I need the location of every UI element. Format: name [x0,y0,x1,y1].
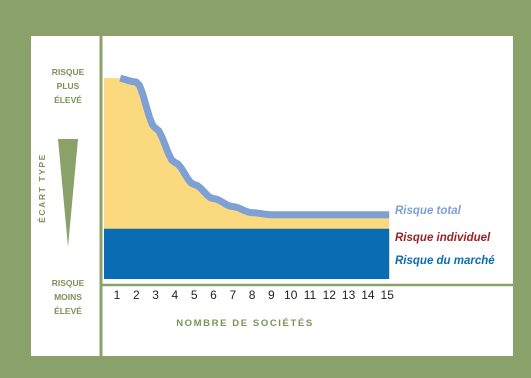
x-tick-11: 11 [304,288,317,302]
y-bottom-line-3: ÉLEVÉ [54,306,82,316]
x-tick-1: 1 [114,288,121,302]
x-tick-10: 10 [284,288,298,302]
x-tick-15: 15 [381,288,395,302]
legend-risque-individuel: Risque individuel [395,232,491,244]
x-tick-8: 8 [249,288,256,302]
x-tick-12: 12 [323,288,337,302]
y-top-line-1: RISQUE [52,67,85,77]
y-bottom-label: RISQUE MOINS ÉLEVÉ [52,278,85,316]
y-top-label: RISQUE PLUS ÉLEVÉ [52,67,85,105]
series-line-risque-total [119,74,390,219]
y-axis-title: ÉCART TYPE [37,153,47,223]
x-tick-labels: 1 2 3 4 5 6 7 8 9 10 11 12 13 14 15 [114,288,395,302]
y-top-line-2: PLUS [57,81,80,91]
y-bottom-line-1: RISQUE [52,278,85,288]
y-top-line-3: ÉLEVÉ [54,95,82,105]
x-tick-7: 7 [229,288,236,302]
series-area-risque-du-marche [104,228,390,279]
legend-risque-du-marche: Risque du marché [395,255,495,267]
y-bottom-line-2: MOINS [54,292,82,302]
x-tick-14: 14 [361,288,375,302]
x-tick-5: 5 [191,288,198,302]
x-axis-title: NOMBRE DE SOCIÉTÉS [176,318,314,329]
plot-panel [31,36,513,356]
x-tick-9: 9 [268,288,275,302]
legend-risque-total: Risque total [395,205,462,217]
x-tick-2: 2 [133,288,140,302]
x-tick-6: 6 [210,288,217,302]
x-tick-3: 3 [152,288,159,302]
decreasing-risk-wedge [58,139,78,247]
x-tick-4: 4 [172,288,179,302]
x-tick-13: 13 [342,288,356,302]
